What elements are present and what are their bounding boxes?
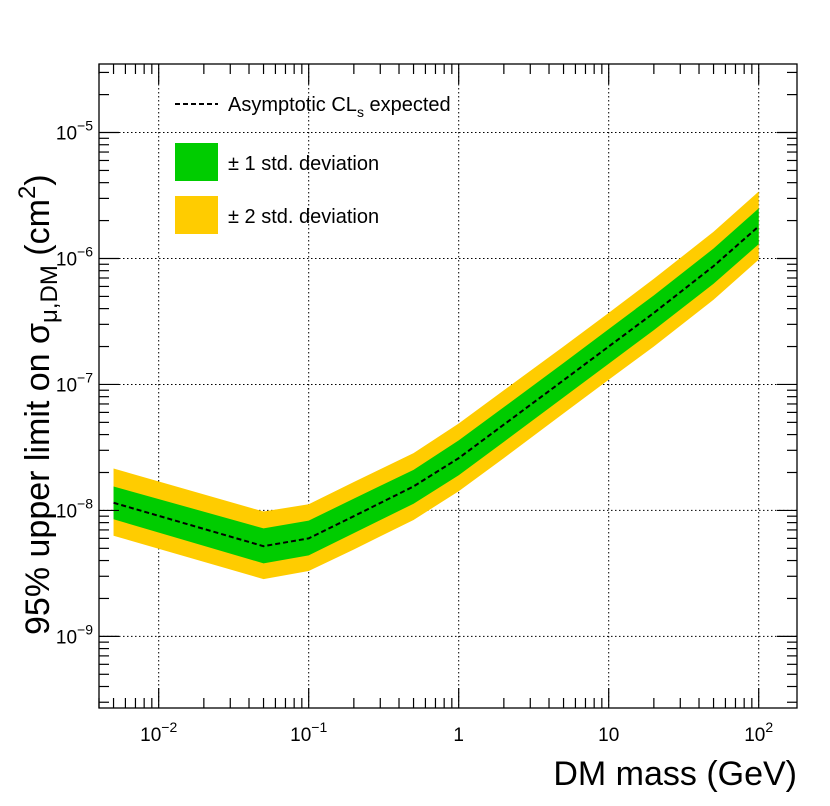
legend: Asymptotic CLs expected ± 1 std. deviati… [175,94,451,234]
one-sigma-band [113,208,759,564]
y-tick-label-4: 10−5 [56,118,93,145]
y-tick-label-3: 10−6 [56,243,93,270]
y-tick-label-1: 10−8 [56,495,93,522]
x-axis-title: DM mass (GeV) [553,755,797,793]
y-tick-label-2: 10−7 [56,369,93,396]
expected-limit-line [113,225,760,548]
x-tick-label-1: 10−1 [290,719,327,746]
tick-labels: 10−2 10−1 1 10 102 10−9 10−8 10−7 10−6 10−5 [56,118,773,746]
y-axis-title: 95% upper limit on σμ,DM (cm2) [14,174,63,635]
axis-ticks [98,64,797,708]
legend-two-sigma-swatch [175,196,218,234]
legend-one-sigma-swatch [175,143,218,181]
x-tick-label-4: 102 [744,719,773,746]
x-tick-label-0: 10−2 [140,719,177,746]
plot-frame [98,63,798,709]
legend-two-sigma-label: ± 2 std. deviation [228,206,379,228]
x-tick-label-2: 1 [453,725,464,746]
y-tick-label-0: 10−9 [56,621,93,648]
x-tick-label-3: 10 [598,725,619,746]
legend-one-sigma-label: ± 1 std. deviation [228,153,379,175]
legend-expected-label: Asymptotic CLs expected [228,94,451,120]
bands [113,191,759,580]
two-sigma-band [113,191,759,580]
